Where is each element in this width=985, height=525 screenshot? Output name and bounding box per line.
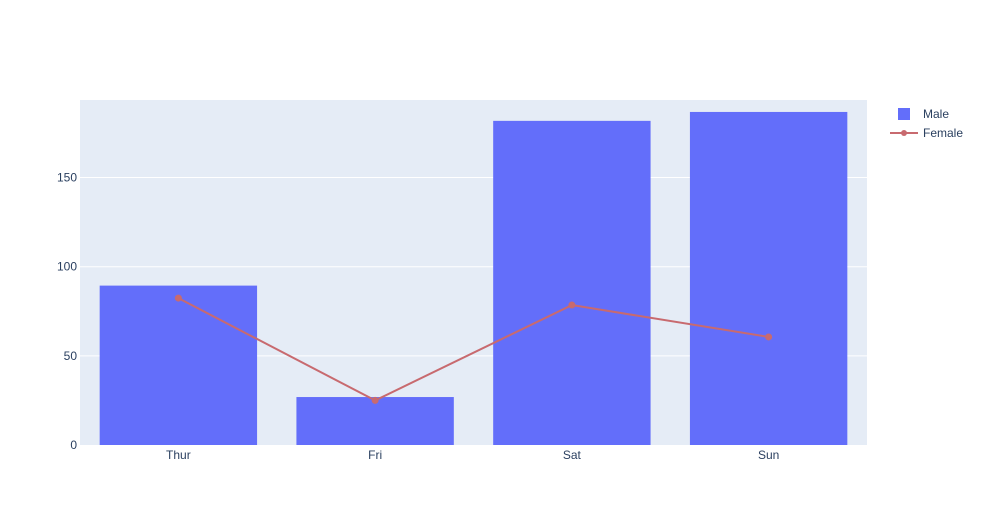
- bar-series-male: [99, 111, 848, 445]
- x-tick-label: Fri: [368, 448, 382, 462]
- legend-label-female: Female: [923, 126, 963, 140]
- line-series-female: [174, 294, 773, 404]
- x-tick-label: Thur: [166, 448, 191, 462]
- y-tick-label: 50: [64, 349, 78, 363]
- point-female-fri: [371, 396, 379, 404]
- line-female: [177, 297, 769, 402]
- bar-male-thur: [99, 285, 258, 445]
- point-female-thur: [174, 294, 182, 302]
- legend-label-male: Male: [923, 107, 949, 121]
- point-female-sat: [568, 301, 576, 309]
- y-axis: 0 50 100 150: [57, 171, 77, 452]
- y-tick-label: 150: [57, 171, 77, 185]
- legend: Male Female: [890, 107, 963, 140]
- x-axis: Thur Fri Sat Sun: [166, 448, 779, 462]
- bar-male-sat: [493, 120, 651, 445]
- point-female-sun: [765, 333, 773, 341]
- legend-swatch-male: [898, 108, 910, 120]
- y-tick-label: 100: [57, 260, 77, 274]
- bar-male-sun: [689, 111, 848, 445]
- y-tick-label: 0: [70, 438, 77, 452]
- x-tick-label: Sat: [563, 448, 582, 462]
- legend-marker-female: [901, 130, 907, 136]
- x-tick-label: Sun: [758, 448, 779, 462]
- bar-male-fri: [296, 397, 454, 445]
